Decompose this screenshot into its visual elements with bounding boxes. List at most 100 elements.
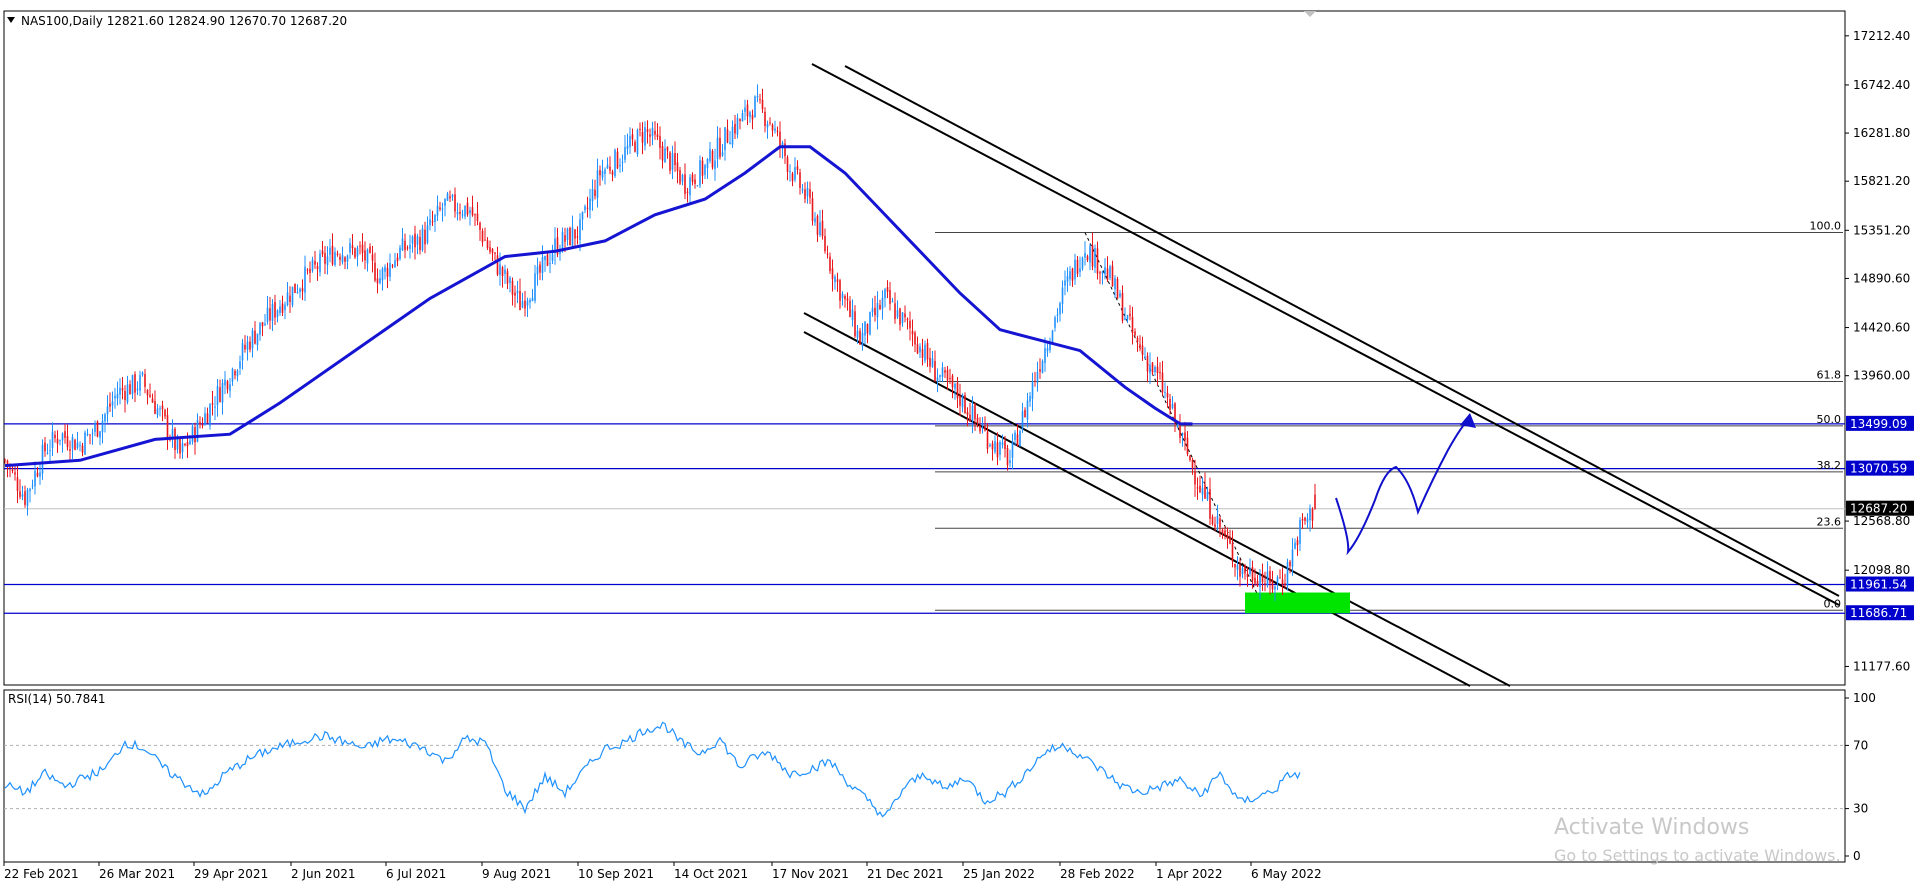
candle-body bbox=[141, 372, 144, 375]
candle-body bbox=[501, 267, 504, 277]
candle-body bbox=[1139, 344, 1141, 348]
candle-body bbox=[1246, 573, 1249, 577]
candle-body bbox=[1204, 484, 1206, 499]
candle-body bbox=[1019, 431, 1021, 447]
candle-body bbox=[289, 295, 291, 302]
candle-body bbox=[539, 264, 541, 273]
candle-body bbox=[244, 344, 246, 350]
candle-body bbox=[1004, 440, 1006, 449]
candle-body bbox=[191, 426, 194, 442]
candle-body bbox=[314, 260, 316, 265]
candle-body bbox=[231, 368, 234, 382]
candle-body bbox=[89, 434, 91, 436]
triangle-down-icon[interactable] bbox=[7, 17, 15, 23]
candle-body bbox=[299, 288, 301, 293]
candle-body bbox=[361, 244, 364, 253]
candle-body bbox=[624, 147, 626, 160]
price-tick-label: 16281.80 bbox=[1853, 126, 1910, 140]
candle-body bbox=[84, 432, 86, 455]
candle-body bbox=[719, 137, 721, 158]
candle-body bbox=[924, 344, 926, 361]
candle-body bbox=[1286, 562, 1289, 586]
candle-body bbox=[1009, 460, 1011, 463]
candle-body bbox=[899, 308, 901, 325]
candle-body bbox=[176, 438, 179, 450]
candle-body bbox=[759, 99, 761, 101]
candle-body bbox=[556, 237, 559, 255]
candle-body bbox=[411, 236, 414, 244]
candle-body bbox=[1206, 491, 1209, 500]
candle-body bbox=[944, 370, 946, 373]
candle-body bbox=[959, 395, 961, 406]
candle-body bbox=[729, 142, 731, 145]
candle-body bbox=[239, 361, 241, 369]
candle-body bbox=[79, 444, 81, 446]
candle-body bbox=[826, 253, 829, 255]
candle-body bbox=[1016, 434, 1019, 447]
candle-body bbox=[61, 433, 64, 441]
candle-body bbox=[1274, 586, 1276, 590]
candle-body bbox=[741, 112, 744, 122]
candle-body bbox=[1086, 256, 1089, 261]
candle-body bbox=[816, 215, 819, 235]
candle-body bbox=[569, 227, 571, 245]
candle-body bbox=[706, 158, 709, 168]
candle-body bbox=[551, 254, 554, 261]
candle-body bbox=[24, 491, 26, 505]
candle-body bbox=[1029, 396, 1031, 402]
candle-body bbox=[521, 301, 524, 308]
candle-body bbox=[1301, 518, 1304, 521]
time-tick-label: 2 Jun 2021 bbox=[291, 867, 356, 881]
candle-body bbox=[656, 134, 659, 138]
candle-body bbox=[21, 494, 24, 497]
candle-body bbox=[1281, 579, 1284, 585]
candle-body bbox=[649, 134, 651, 137]
candle-body bbox=[659, 136, 661, 148]
candle-body bbox=[839, 280, 841, 301]
candle-body bbox=[884, 289, 886, 299]
candle-body bbox=[171, 429, 174, 439]
candle-body bbox=[571, 227, 574, 247]
rsi-tick-label: 0 bbox=[1853, 849, 1861, 863]
candle-body bbox=[184, 444, 186, 446]
candle-body bbox=[76, 442, 79, 448]
candle-body bbox=[644, 127, 646, 146]
candle-body bbox=[1261, 573, 1264, 583]
candle-body bbox=[224, 379, 226, 386]
candle-body bbox=[346, 255, 349, 262]
candle-body bbox=[674, 153, 676, 166]
candle-body bbox=[1046, 348, 1049, 352]
candle-body bbox=[399, 247, 401, 259]
candle-body bbox=[519, 290, 521, 311]
candle-body bbox=[901, 312, 904, 324]
candle-body bbox=[351, 245, 354, 249]
candle-body bbox=[209, 404, 211, 426]
candle-body bbox=[874, 307, 876, 316]
candle-body bbox=[94, 423, 96, 432]
candle-body bbox=[586, 207, 589, 209]
candle-body bbox=[701, 160, 704, 176]
candle-body bbox=[391, 265, 394, 267]
candle-body bbox=[489, 247, 491, 252]
candle-body bbox=[724, 127, 726, 151]
candle-body bbox=[969, 414, 971, 422]
candle-body bbox=[629, 136, 631, 147]
time-tick-label: 22 Feb 2021 bbox=[4, 867, 79, 881]
candle-body bbox=[129, 384, 131, 395]
candle-body bbox=[681, 175, 684, 182]
candle-body bbox=[1049, 343, 1051, 351]
candle-body bbox=[429, 219, 431, 226]
candle-body bbox=[1119, 293, 1121, 297]
candle-body bbox=[1096, 248, 1099, 274]
candle-body bbox=[566, 228, 569, 240]
candle-body bbox=[146, 389, 149, 396]
candle-body bbox=[914, 332, 916, 345]
candle-body bbox=[234, 370, 236, 376]
candle-body bbox=[961, 394, 964, 408]
candle-body bbox=[44, 442, 46, 452]
candle-body bbox=[806, 187, 809, 197]
candle-body bbox=[321, 250, 324, 255]
time-tick-label: 10 Sep 2021 bbox=[578, 867, 654, 881]
candle-body bbox=[49, 450, 51, 452]
